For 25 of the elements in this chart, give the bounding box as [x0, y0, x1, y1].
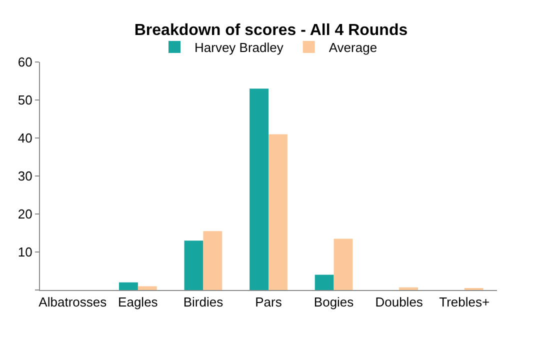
- legend-label: Average: [328, 40, 378, 56]
- bar: [250, 88, 268, 290]
- y-tick-label: 40: [18, 130, 32, 146]
- x-tick-label: Trebles+: [439, 294, 490, 310]
- bar: [203, 231, 222, 290]
- bar: [268, 134, 288, 290]
- bar: [314, 274, 334, 290]
- bar: [399, 287, 418, 290]
- x-tick-label: Doubles: [375, 294, 424, 310]
- bar: [119, 282, 138, 290]
- x-tick-label: Birdies: [183, 294, 224, 310]
- y-tick-label: 30: [18, 168, 32, 184]
- bar: [334, 238, 353, 290]
- y-tick-label: 10: [18, 244, 32, 260]
- y-tick-label: 20: [18, 206, 32, 222]
- y-tick-label: 50: [18, 92, 32, 108]
- x-tick-label: Bogies: [314, 294, 354, 310]
- chart-title: Breakdown of scores - All 4 Rounds: [134, 22, 408, 39]
- x-tick-label: Eagles: [118, 294, 158, 310]
- bar: [138, 286, 157, 290]
- y-tick-label: 60: [18, 54, 32, 70]
- x-tick-label: Albatrosses: [38, 294, 108, 310]
- x-tick-label: Pars: [255, 294, 282, 310]
- legend-label: Harvey Bradley: [194, 40, 284, 56]
- bar: [184, 240, 204, 290]
